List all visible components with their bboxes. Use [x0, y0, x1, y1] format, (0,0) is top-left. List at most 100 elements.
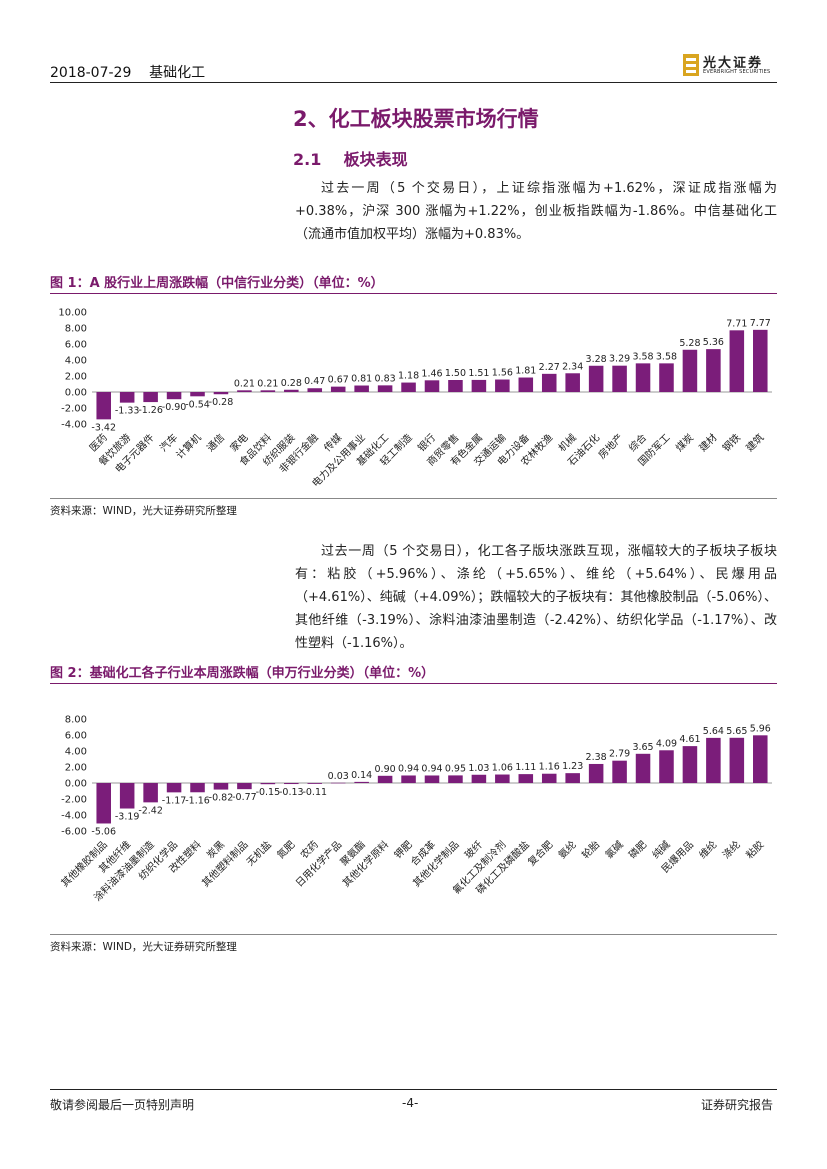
data-label: 1.06: [492, 763, 513, 774]
data-label: -0.82: [209, 793, 234, 804]
y-tick-label: 4.00: [65, 747, 87, 758]
bar: [424, 380, 440, 392]
category-label: 无机盐: [244, 838, 274, 868]
bar: [729, 737, 745, 783]
data-label: 4.09: [656, 738, 677, 749]
category-label: 煤炭: [673, 431, 696, 454]
footer-divider: [50, 1089, 777, 1090]
y-tick-label: 6.00: [65, 731, 87, 742]
y-tick-label: -4.00: [61, 420, 87, 431]
figure-1-source-rule: [50, 498, 777, 499]
data-label: 2.34: [562, 361, 583, 372]
data-label: 2.27: [539, 362, 560, 373]
y-tick-label: 10.00: [58, 308, 87, 319]
bar: [495, 774, 510, 783]
figure-1-title: 图 1：A 股行业上周涨跌幅（中信行业分类）（单位：%）: [50, 276, 384, 291]
figure-1-title-rule: [50, 293, 777, 294]
bar: [753, 735, 768, 783]
bar: [565, 773, 580, 783]
bar: [588, 365, 604, 392]
logo-chinese-name: 光大证券: [703, 56, 764, 71]
bar: [565, 373, 580, 392]
bar: [119, 392, 135, 403]
data-label: 0.83: [375, 373, 396, 384]
bar: [143, 783, 158, 803]
bar: [284, 783, 299, 785]
y-tick-label: 2.00: [65, 372, 87, 383]
bar: [377, 775, 393, 783]
figure-2-title-rule: [50, 683, 777, 684]
data-label: -0.13: [279, 787, 304, 798]
bar: [729, 330, 745, 392]
bar: [401, 775, 416, 783]
data-label: 1.11: [515, 762, 536, 773]
bar: [260, 390, 276, 392]
y-tick-label: 8.00: [65, 324, 87, 335]
data-label: 5.64: [703, 726, 724, 737]
data-label: 0.94: [421, 763, 442, 774]
bar: [471, 774, 487, 783]
y-tick-label: -2.00: [61, 795, 87, 806]
data-label: -3.42: [91, 422, 116, 433]
logo-mark-icon: [683, 54, 699, 76]
data-label: 1.18: [398, 371, 419, 382]
bar: [659, 363, 674, 392]
y-tick-label: 8.00: [65, 715, 87, 726]
y-tick-label: -6.00: [61, 827, 87, 838]
bar: [588, 763, 604, 783]
bar: [330, 782, 346, 784]
bar: [682, 349, 698, 392]
category-label: 粘胶: [743, 838, 766, 861]
category-label: 磷肥: [626, 838, 649, 861]
data-label: 2.79: [609, 749, 630, 760]
company-logo: 光大证券 EVERBRIGHT SECURITIES: [683, 52, 779, 80]
bar: [96, 783, 111, 824]
data-label: 0.21: [234, 378, 255, 389]
data-label: 0.94: [398, 763, 419, 774]
figure-2-bar-chart: 8.00 6.00 4.00 2.00 0.00 -2.00 -4.00 -6.00 -5.06…: [58, 715, 772, 904]
data-label: -1.17: [162, 795, 187, 806]
figure-2-source: 资料来源：WIND，光大证券研究所整理: [50, 941, 237, 953]
bar: [495, 379, 510, 392]
data-label: -1.16: [185, 795, 210, 806]
data-label: 3.58: [632, 351, 653, 362]
category-label: 钢铁: [720, 431, 743, 454]
bar: [612, 365, 627, 392]
category-label: 复合肥: [525, 838, 555, 868]
category-label: 建筑: [743, 431, 766, 454]
bar: [518, 377, 534, 392]
bar: [424, 775, 440, 783]
bar: [401, 382, 416, 392]
category-label: 轮胎: [579, 838, 602, 861]
paragraph-market-overview: 过去一周（5 个交易日），上证综指涨幅为+1.62%，深证成指涨幅为+0.38%…: [295, 181, 777, 242]
bar: [541, 373, 557, 392]
data-label: -0.11: [302, 787, 327, 798]
data-label: 3.58: [656, 351, 677, 362]
data-label: 0.14: [351, 770, 372, 781]
header-date-title: 2018-07-29 基础化工: [50, 65, 206, 81]
section-title: 2、化工板块股票市场行情: [293, 107, 539, 131]
data-label: 1.56: [492, 368, 513, 379]
subsection-title: 2.1 板块表现: [293, 150, 408, 169]
bar: [284, 389, 299, 392]
y-tick-label: -2.00: [61, 404, 87, 415]
data-label: 1.03: [468, 763, 489, 774]
data-label: 2.38: [586, 752, 607, 763]
y-tick-label: 0.00: [65, 388, 87, 399]
category-label: 涤纶: [720, 838, 743, 861]
bar: [166, 392, 182, 400]
data-label: 4.61: [679, 734, 700, 745]
y-tick-label: 2.00: [65, 763, 87, 774]
data-label: 0.21: [257, 378, 278, 389]
category-label: 氯碱: [602, 838, 625, 861]
category-label: 建材: [696, 431, 719, 454]
bar: [635, 363, 651, 392]
bar: [96, 392, 111, 420]
bar: [635, 753, 651, 783]
data-label: 3.29: [609, 354, 630, 365]
data-label: -0.28: [209, 397, 234, 408]
data-label: 5.36: [703, 337, 724, 348]
bar: [330, 386, 346, 392]
footer-disclaimer: 敬请参阅最后一页特别声明: [50, 1098, 195, 1112]
bar: [377, 385, 393, 392]
